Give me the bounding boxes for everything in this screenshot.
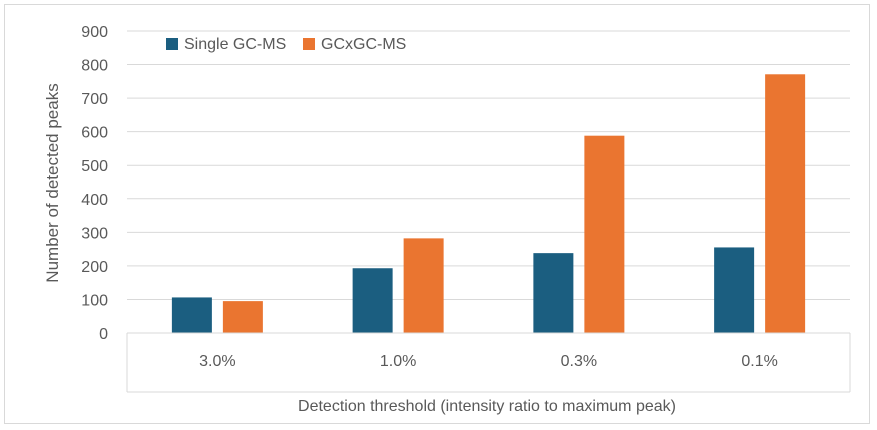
chart-frame (4, 4, 870, 424)
y-tick-label: 200 (81, 259, 108, 276)
bar-gcxgc-ms-0.1pct (765, 74, 806, 333)
x-axis-label: Detection threshold (intensity ratio to … (298, 398, 676, 415)
x-tick-label: 1.0% (380, 353, 416, 370)
y-tick-label: 0 (99, 326, 108, 343)
y-tick-label: 400 (81, 192, 108, 209)
y-axis-label: Number of detected peaks (43, 83, 62, 282)
bar-gcxgc-ms-1.0pct (403, 238, 444, 333)
y-tick-label: 100 (81, 292, 108, 309)
bar-gcxgc-ms-0.3pct (584, 135, 625, 333)
x-tick-label: 0.3% (561, 353, 597, 370)
y-tick-label: 500 (81, 158, 108, 175)
x-tick-label: 0.1% (741, 353, 777, 370)
bars (171, 74, 806, 333)
legend-label: GCxGC-MS (321, 36, 406, 53)
bar-single-gc-ms-0.1pct (714, 247, 755, 333)
x-axis: 3.0% 1.0% 0.3% 0.1% (126, 332, 851, 393)
y-tick-label: 900 (81, 24, 108, 41)
y-tick-label: 800 (81, 58, 108, 75)
legend-swatch (166, 38, 178, 50)
legend-label: Single GC-MS (184, 36, 286, 53)
y-axis-ticks: 0 100 200 300 400 500 600 700 800 900 (81, 24, 108, 343)
y-tick-label: 600 (81, 125, 108, 142)
legend-swatch (303, 38, 315, 50)
y-tick-label: 300 (81, 225, 108, 242)
y-tick-label: 700 (81, 91, 108, 108)
bar-single-gc-ms-3.0pct (171, 297, 212, 333)
x-tick-label: 3.0% (199, 353, 235, 370)
bar-single-gc-ms-1.0pct (352, 268, 393, 333)
legend: Single GC-MS GCxGC-MS (166, 36, 406, 53)
bar-single-gc-ms-0.3pct (533, 253, 574, 333)
bar-gcxgc-ms-3.0pct (222, 301, 263, 333)
